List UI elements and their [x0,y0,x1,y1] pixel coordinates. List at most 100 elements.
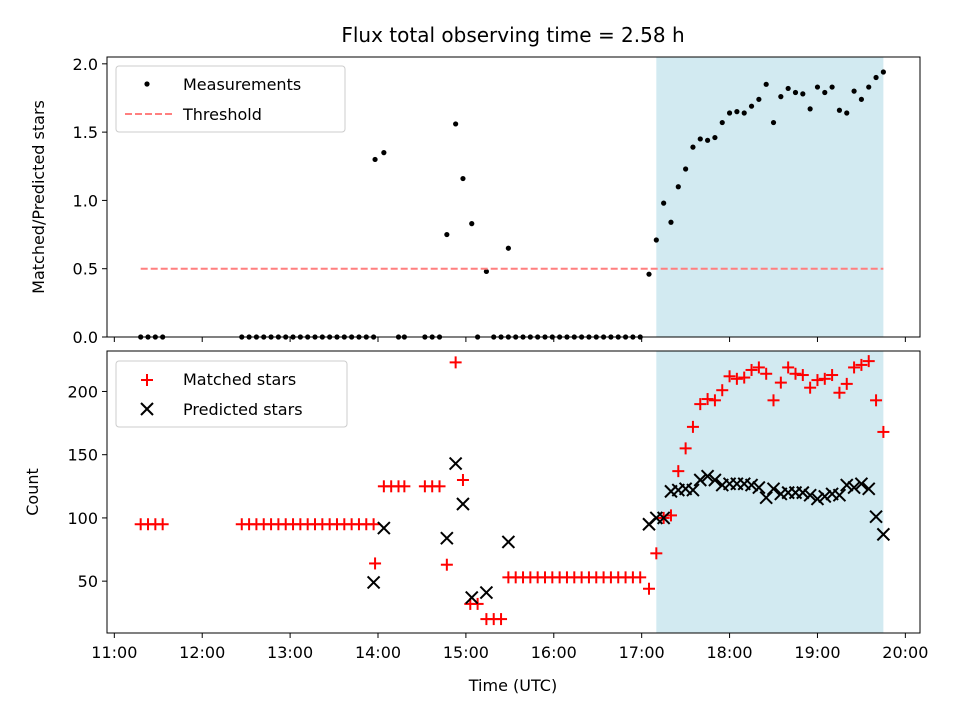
matched-stars-point [369,557,382,570]
top-panel: 0.00.51.01.52.0 Matched/Predicted stars … [29,55,921,347]
measurements-point [734,109,740,115]
predicted-stars-point [759,490,773,505]
predicted-stars-point [448,456,463,471]
predicted-stars-point [766,482,781,496]
bottom-panel: 50 100 150 200 11:00 12:00 13:00 14:00 15:00 16:… [23,350,928,695]
legend-predicted-label: Predicted stars [183,400,303,419]
predicted-stars-point [465,590,479,605]
measurements-point [661,200,667,206]
top-plot-frame [106,56,921,338]
x-tick-label: 20:00 [882,643,928,662]
predicted-stars-point [854,477,869,491]
matched-stars-point [449,356,462,369]
top-y-tick-label: 0.0 [73,328,98,347]
predicted-stars-point [656,511,671,525]
bottom-y-axis-label: Count [23,468,42,516]
bottom-y-tick-label: 150 [67,446,98,465]
predicted-stars-point [693,473,707,487]
matched-stars-point [495,613,508,626]
measurements-point [880,69,886,75]
measurements-point [822,89,828,96]
top-highlight-band [656,57,884,337]
measurements-point [873,74,879,81]
matched-stars-point [833,386,846,399]
top-y-tick-label: 1.5 [73,123,98,142]
bottom-plot-frame [106,350,921,634]
chart-title: Flux total observing time = 2.58 h [341,23,684,47]
legend-matched-label: Matched stars [183,370,296,389]
measurements-point [372,156,378,163]
matched-stars-point [738,371,751,384]
measurements-point [704,137,711,143]
top-y-tick-label: 0.5 [73,260,98,279]
predicted-stars-point [862,482,876,496]
measurements-point [851,88,857,94]
measurements-point [712,134,718,141]
bottom-y-tick-label: 200 [67,382,98,401]
measurements-point [381,150,387,156]
x-tick-label: 13:00 [267,643,313,662]
measurements-point [444,231,450,238]
top-x-axis [113,337,906,342]
x-tick-label: 17:00 [619,643,665,662]
predicted-stars-point [700,469,715,483]
measurements-point [844,110,850,116]
matched-stars-point [398,480,411,493]
predicted-stars-point [796,485,810,500]
predicted-stars-point [803,488,817,502]
matched-stars-point [789,367,802,380]
matched-stars-point [701,393,714,406]
matched-stars-point [672,465,685,478]
legend-threshold-label: Threshold [182,105,262,124]
matched-stars-point [796,369,809,382]
measurements-point [460,175,466,182]
matched-stars-point [433,480,446,493]
matched-stars-point [760,367,773,380]
predicted-stars-point [847,480,861,495]
predicted-stars-point [818,489,832,504]
matched-stars-point [156,518,169,531]
x-axis-label: Time (UTC) [468,676,557,695]
matched-stars-point [870,394,883,407]
predicted-stars-point [686,483,700,497]
measurements-point [748,103,755,109]
matched-stars-point [471,597,484,610]
matched-stars-point [730,372,743,385]
matched-stars-point [723,370,736,383]
predicted-stars-point [377,521,391,535]
matched-stars-point [811,374,824,387]
bottom-legend: Matched stars Predicted stars [115,360,348,428]
matched-stars-point [848,361,861,374]
x-tick-label: 12:00 [179,643,225,662]
measurements-point [697,136,703,142]
measurements-point [770,119,777,126]
measurements-point [653,237,659,243]
top-y-tick-label: 2.0 [73,55,98,74]
measurements-point [756,96,762,102]
measurements-point [785,85,791,92]
matched-stars-point [440,558,453,571]
x-tick-label: 14:00 [355,643,401,662]
matched-stars-point [804,381,817,394]
measurements-point [483,268,489,275]
measurements-point [668,219,674,225]
legend-measurements-marker [144,81,150,87]
measurements-point [763,81,769,87]
bottom-legend-box [115,360,348,428]
matched-stars-point [752,361,765,374]
x-tick-label: 11:00 [91,643,137,662]
bottom-y-axis: 50 100 150 200 [67,382,107,591]
top-y-tick-label: 1.0 [73,191,98,210]
x-tick-label: 19:00 [794,643,840,662]
legend-measurements-label: Measurements [183,75,301,94]
predicted-stars-point [832,488,847,502]
matched-stars-point [862,355,875,368]
matched-stars-point [745,363,758,376]
predicted-stars-point [440,531,454,545]
matched-stars-point [774,376,787,389]
predicted-stars-point [869,509,883,524]
matched-stars-point [367,518,380,531]
matched-stars-point [456,473,469,486]
measurements-point [683,166,689,172]
top-legend: Measurements Threshold [115,65,346,133]
